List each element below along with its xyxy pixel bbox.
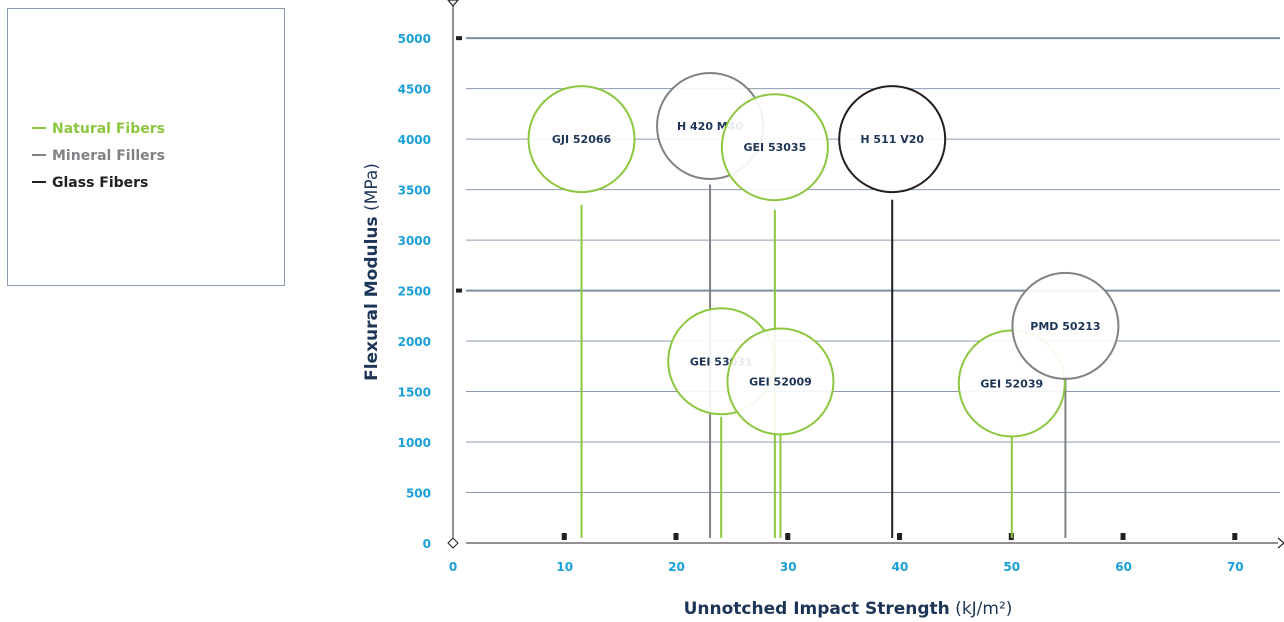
y-tick-label: 3000 — [398, 234, 431, 248]
tick-labels: 0500100015002000250030003500400045005000… — [398, 32, 1244, 574]
data-label: H 511 V20 — [860, 133, 924, 146]
legend-label: Glass Fibers — [52, 175, 149, 191]
data-bubble — [838, 85, 947, 194]
x-tick-label: 60 — [1115, 560, 1132, 574]
x-tick-mark — [673, 533, 679, 540]
y-axis-arrow — [447, 0, 459, 7]
y-tick-label: 2500 — [398, 285, 431, 299]
legend-swatch — [32, 181, 46, 183]
x-axis-unit: (kJ/m²) — [950, 599, 1013, 619]
data-bubble — [720, 93, 829, 202]
origin-marker — [447, 537, 459, 549]
legend-box: Natural Fibers Mineral Fillers Glass Fib… — [7, 8, 285, 286]
x-tick-label: 30 — [780, 560, 797, 574]
y-tick-label: 1500 — [398, 386, 431, 400]
legend-swatch — [32, 127, 46, 129]
data-label: GJI 52066 — [552, 133, 612, 146]
legend-label: Mineral Fillers — [52, 148, 165, 164]
legend-label: Natural Fibers — [52, 121, 165, 137]
y-tick-label: 5000 — [398, 32, 431, 46]
data-label: PMD 50213 — [1030, 320, 1100, 333]
x-tick-mark — [785, 533, 791, 540]
y-axis-title: Flexural Modulus (MPa) — [362, 163, 382, 381]
x-axis-title: Unnotched Impact Strength (kJ/m²) — [684, 599, 1013, 619]
x-tick-label: 70 — [1227, 560, 1244, 574]
x-tick-label: 20 — [668, 560, 685, 574]
data-bubble — [726, 327, 835, 436]
x-tick-label: 40 — [892, 560, 909, 574]
y-tick-label: 2000 — [398, 335, 431, 349]
y-tick-label: 500 — [406, 487, 431, 501]
y-tick-label: 1000 — [398, 436, 431, 450]
y-axis-unit: (MPa) — [362, 163, 382, 216]
data-label: GEI 52009 — [749, 375, 812, 388]
data-label: GEI 53035 — [743, 141, 806, 154]
x-axis-title-text: Unnotched Impact Strength — [684, 599, 950, 619]
x-tick-label: 10 — [556, 560, 573, 574]
axes — [447, 0, 1284, 549]
x-tick-mark — [1232, 533, 1238, 540]
y-tick-label: 4000 — [398, 133, 431, 147]
legend-swatch — [32, 154, 46, 156]
grid-marker — [456, 288, 462, 293]
x-axis-arrow — [1277, 537, 1284, 549]
legend-item-mineral-fillers: Mineral Fillers — [32, 146, 165, 173]
y-tick-label: 3500 — [398, 184, 431, 198]
data-bubble — [527, 85, 636, 194]
y-axis-title-text: Flexural Modulus — [362, 216, 382, 381]
x-tick-label: 0 — [449, 560, 457, 574]
y-tick-label: 0 — [423, 537, 431, 551]
data-bubble — [1011, 271, 1120, 380]
x-tick-mark — [1120, 533, 1126, 540]
x-tick-label: 50 — [1003, 560, 1020, 574]
y-tick-label: 4500 — [398, 83, 431, 97]
legend-item-natural-fibers: Natural Fibers — [32, 119, 165, 146]
grid-marker — [456, 36, 462, 41]
x-tick-mark — [561, 533, 567, 540]
data-label: GEI 52039 — [980, 377, 1043, 390]
x-tick-mark — [897, 533, 903, 540]
legend: Natural Fibers Mineral Fillers Glass Fib… — [32, 119, 165, 200]
legend-item-glass-fibers: Glass Fibers — [32, 173, 165, 200]
